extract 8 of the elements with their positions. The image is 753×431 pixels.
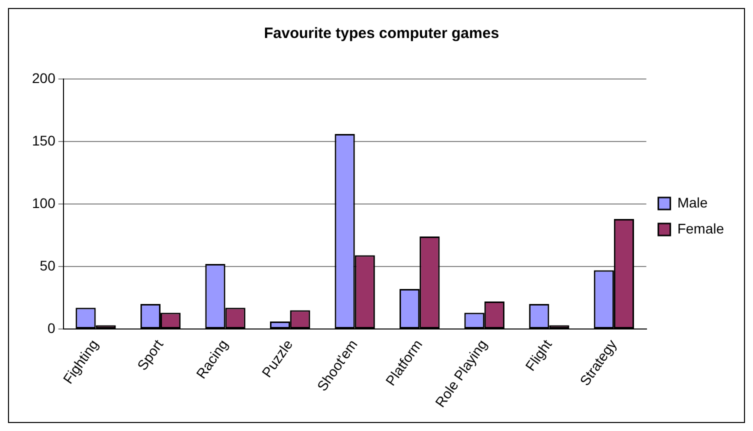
legend-label: Male <box>677 194 708 210</box>
y-tick-label: 0 <box>48 320 56 336</box>
y-tick-label: 200 <box>32 70 56 86</box>
y-tick-label: 50 <box>40 257 56 274</box>
y-tick-label: 150 <box>32 132 56 148</box>
legend-label: Female <box>677 220 724 236</box>
chart-title: Favourite types computer games <box>264 25 500 42</box>
y-tick-label: 100 <box>32 194 56 211</box>
